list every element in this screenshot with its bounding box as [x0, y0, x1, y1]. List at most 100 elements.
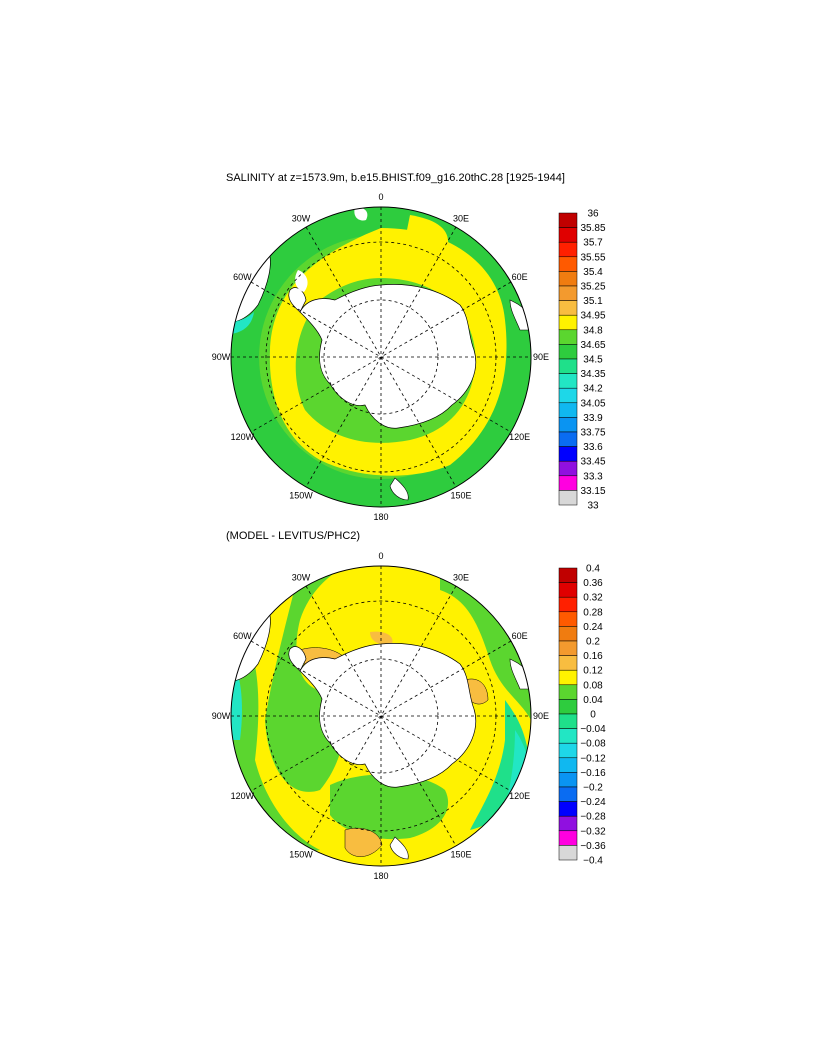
longitude-label: 60E: [512, 631, 528, 641]
longitude-label: 0: [378, 192, 383, 202]
colorbar-swatch: [558, 815, 578, 832]
longitude-label: 90W: [212, 352, 231, 362]
longitude-labels: 0 30E 60E 90E 120E 150E 180 150W 120W 90W 60W 30W: [212, 192, 549, 522]
longitude-label: 180: [373, 512, 388, 522]
longitude-label: 60E: [512, 272, 528, 282]
colorbar-swatch: [558, 417, 578, 433]
colorbar-swatch: [558, 212, 578, 228]
difference-colorbar: 0.4 0.36 0.32 0.28 0.24 0.2 0.16 0.12 0.08 0.04 0 −…: [558, 564, 606, 867]
difference-map: 0 30E 60E 90E 120E 150E 180 150W 120W 90W 60W 30W 0…: [212, 551, 606, 881]
colorbar-tick-label: 34.2: [583, 384, 603, 395]
colorbar-swatch: [558, 669, 578, 686]
colorbar-tick-label: −0.2: [583, 783, 603, 794]
colorbar-swatch: [558, 830, 578, 846]
colorbar-swatch: [558, 358, 578, 374]
longitude-labels: 0 30E 60E 90E 120E 150E 180 150W 120W 90W 60W 30W: [212, 551, 549, 881]
colorbar-tick-label: 35.85: [580, 223, 605, 234]
new-zealand: [389, 836, 409, 860]
diff-band-0-12: [344, 827, 383, 857]
longitude-label: 60W: [233, 631, 252, 641]
colorbar-swatch: [558, 801, 578, 817]
colorbar-tick-label: 36: [587, 209, 599, 220]
colorbar-swatch: [558, 757, 578, 773]
colorbar-swatch: [558, 640, 578, 656]
no-data-patch: [354, 207, 368, 221]
salinity-map: 0 30E 60E 90E 120E 150E 180 150W 120W 90W 60W 30W 3…: [212, 192, 606, 522]
longitude-label: 90E: [533, 352, 549, 362]
colorbar-swatch: [558, 567, 578, 583]
map-border: [230, 206, 532, 508]
colorbar-swatch: [558, 582, 578, 598]
colorbar-tick-label: 34.8: [583, 325, 603, 336]
longitude-label: 120E: [509, 791, 530, 801]
colorbar-tick-label: 0.36: [583, 578, 603, 589]
colorbar-swatch: [558, 772, 578, 788]
colorbar-swatch: [558, 713, 578, 729]
colorbar-tick-label: 0.12: [583, 666, 603, 677]
colorbar-tick-label: 33.45: [580, 457, 605, 468]
colorbar-swatch: [558, 684, 578, 700]
colorbar-swatch: [558, 626, 578, 642]
australia: [509, 299, 531, 331]
colorbar-tick-label: 0.16: [583, 651, 603, 662]
longitude-label: 150E: [450, 491, 471, 501]
colorbar-swatch: [558, 728, 578, 744]
colorbar-swatch: [558, 402, 578, 418]
colorbar-tick-label: 0.08: [583, 680, 603, 691]
salinity-band-34-35: [231, 312, 254, 334]
longitude-label: 30E: [453, 572, 469, 582]
colorbar-swatch: [558, 344, 578, 360]
colorbar-tick-label: 35.55: [580, 252, 605, 263]
longitude-label: 30E: [453, 213, 469, 223]
colorbar-tick-label: 34.5: [583, 355, 603, 366]
colorbar-tick-label: −0.16: [580, 768, 606, 779]
colorbar-swatch: [558, 845, 578, 861]
colorbar-swatch: [558, 699, 578, 715]
colorbar-tick-label: 0.4: [586, 564, 600, 575]
antarctic-peninsula: [288, 287, 307, 313]
colorbar-tick-label: 0.32: [583, 593, 603, 604]
longitude-label: 150W: [289, 491, 313, 501]
colorbar-tick-label: −0.24: [580, 797, 606, 808]
australia: [509, 658, 531, 690]
antarctica-landmass: [299, 643, 477, 788]
longitude-label: 150E: [450, 850, 471, 860]
longitude-label: 30W: [292, 572, 311, 582]
colorbar-swatch: [558, 611, 578, 627]
colorbar-swatch: [558, 329, 578, 345]
colorbar-swatch: [558, 256, 578, 272]
salinity-patch-30e: [405, 215, 449, 263]
colorbar-tick-label: 35.25: [580, 282, 605, 293]
map-border: [230, 565, 532, 867]
colorbar-tick-label: 33: [587, 501, 599, 512]
antarctica-landmass: [299, 284, 477, 429]
colorbar-tick-label: 34.35: [580, 369, 605, 380]
colorbar-tick-label: 33.3: [583, 471, 603, 482]
salinity-band-34-95: [269, 228, 507, 476]
colorbar-tick-label: 0: [590, 710, 596, 721]
salinity-colorbar: 36 35.85 35.7 35.55 35.4 35.25 35.1 34.95 34.8 34…: [558, 209, 606, 512]
antarctic-peninsula: [288, 646, 307, 672]
colorbar-tick-label: −0.36: [580, 841, 606, 852]
colorbar-tick-label: 35.4: [583, 267, 603, 278]
colorbar-tick-label: −0.08: [580, 739, 606, 750]
colorbar-swatch: [558, 285, 578, 301]
colorbar-swatch: [558, 460, 578, 477]
colorbar-swatch: [558, 300, 578, 316]
colorbar-swatch: [558, 373, 578, 389]
colorbar-tick-label: −0.04: [580, 724, 606, 735]
colorbar-tick-label: −0.4: [583, 856, 603, 867]
longitude-label: 30W: [292, 213, 311, 223]
colorbar-tick-label: 0.2: [586, 637, 600, 648]
longitude-label: 0: [378, 551, 383, 561]
colorbar-swatch: [558, 227, 578, 243]
graticule: [231, 566, 531, 866]
graticule: [231, 207, 531, 507]
colorbar-swatch: [558, 271, 578, 287]
colorbar-swatch: [558, 387, 578, 404]
longitude-label: 180: [373, 871, 388, 881]
colorbar-swatch: [558, 241, 578, 258]
colorbar-tick-label: 34.05: [580, 398, 605, 409]
colorbar-tick-label: 35.7: [583, 238, 603, 249]
diff-band-0-08: [330, 774, 449, 840]
